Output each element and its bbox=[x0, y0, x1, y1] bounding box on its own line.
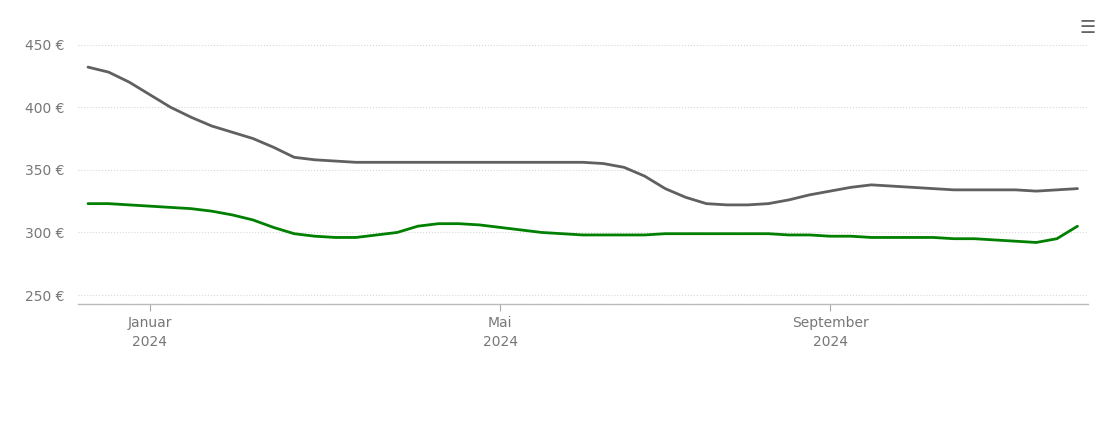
Text: ☰: ☰ bbox=[1079, 19, 1096, 37]
